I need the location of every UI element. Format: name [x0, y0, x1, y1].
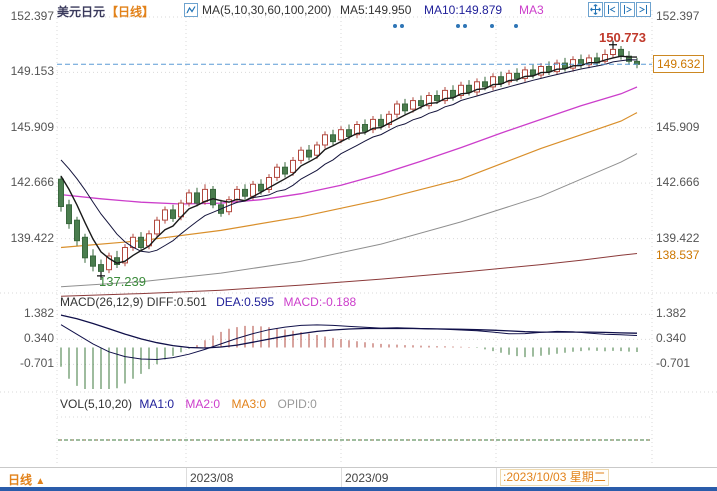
vol-title: VOL(5,10,20) — [60, 397, 133, 411]
current-date-label: :2023/10/03 星期二 — [500, 469, 609, 486]
vol-ma2-value: MA2:0 — [185, 397, 221, 411]
ma-settings-label: MA(5,10,30,60,100,200) — [202, 3, 332, 17]
macd-tick-left: -0.701 — [19, 356, 54, 371]
macd-tick-right: -0.701 — [656, 356, 691, 371]
price-tick-right: 145.909 — [656, 119, 700, 134]
low-level-tag: 138.537 — [656, 248, 700, 262]
ma-overlays-layer — [60, 86, 638, 297]
chart-canvas[interactable] — [0, 0, 717, 467]
macd-diff-value: DIFF:0.501 — [146, 295, 207, 309]
macd-header: MACD(26,12,9) DIFF:0.501 DEA:0.595 MACD:… — [60, 295, 356, 309]
price-tick-right: 139.422 — [656, 230, 700, 245]
shift-right-icon[interactable] — [636, 2, 651, 17]
window-bottom-edge — [0, 487, 717, 491]
high-price-label: 150.773 — [599, 30, 646, 45]
low-price-label: 137.239 — [99, 274, 146, 289]
month-tick-divider — [186, 468, 187, 488]
candles-layer — [58, 44, 640, 276]
symbol-title: 美元日元 — [57, 5, 106, 19]
extreme-markers — [97, 40, 617, 280]
macd-tick-right: 0.340 — [656, 331, 687, 346]
period-tag: 【日线】 — [106, 5, 155, 19]
triangle-up-icon: ▲ — [35, 476, 46, 487]
ma10-value: MA10:149.879 — [424, 3, 503, 17]
ma30-value-truncated: MA3 — [519, 3, 544, 17]
month-tick-divider — [341, 468, 342, 488]
grid-layer — [0, 10, 717, 465]
indicator-icon[interactable] — [184, 3, 198, 17]
month-tick-divider — [496, 468, 497, 488]
macd-dea-value: DEA:0.595 — [216, 295, 275, 309]
vol-opid-value: OPID:0 — [277, 397, 317, 411]
period-tab-label: 日线 — [8, 473, 33, 487]
macd-macd-value: MACD:-0.188 — [283, 295, 357, 309]
pan-tool-icon[interactable] — [588, 2, 603, 17]
expand-timeline-icon[interactable] — [620, 2, 635, 17]
vol-ma3-value: MA3:0 — [231, 397, 267, 411]
period-tab[interactable]: 日线 ▲ — [8, 471, 45, 488]
month-label-sep: 2023/09 — [345, 471, 389, 485]
price-tick-right: 152.397 — [656, 9, 700, 23]
macd-tick-left: 1.382 — [23, 306, 54, 321]
vol-header: VOL(5,10,20) MA1:0 MA2:0 MA3:0 OPID:0 — [60, 397, 317, 411]
macd-hist-layer — [60, 325, 638, 389]
ma-fast-layer — [60, 55, 638, 264]
price-tick-left: 145.909 — [10, 119, 54, 134]
macd-lines-layer — [60, 314, 638, 361]
price-tick-left: 149.153 — [10, 64, 54, 79]
last-price-tag: 149.632 — [653, 55, 705, 73]
month-label-aug: 2023/08 — [190, 471, 234, 485]
price-tick-left: 139.422 — [10, 230, 54, 245]
price-tick-left: 142.666 — [10, 175, 54, 190]
compress-timeline-icon[interactable] — [604, 2, 619, 17]
price-tick-left: 152.397 — [10, 9, 54, 23]
pivot-dots — [393, 24, 518, 28]
macd-tick-right: 1.382 — [656, 306, 687, 321]
price-tick-right: 142.666 — [656, 175, 700, 190]
macd-title: MACD(26,12,9) — [60, 295, 144, 309]
vol-ma1-value: MA1:0 — [139, 397, 175, 411]
ma5-value: MA5:149.950 — [340, 3, 412, 17]
macd-tick-left: 0.340 — [23, 331, 54, 346]
